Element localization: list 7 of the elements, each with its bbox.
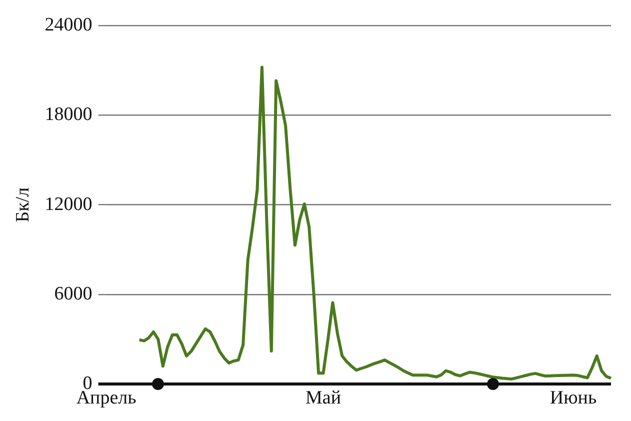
x-tick-label: Июнь (550, 388, 597, 409)
y-axis-title: Бк/л (12, 186, 34, 222)
y-tick-label: 6000 (54, 283, 92, 304)
y-tick-label: 24000 (44, 14, 92, 36)
y-tick-label: 12000 (44, 194, 92, 215)
y-tick-label: 18000 (44, 104, 92, 126)
x-tick-label: Май (306, 388, 342, 409)
